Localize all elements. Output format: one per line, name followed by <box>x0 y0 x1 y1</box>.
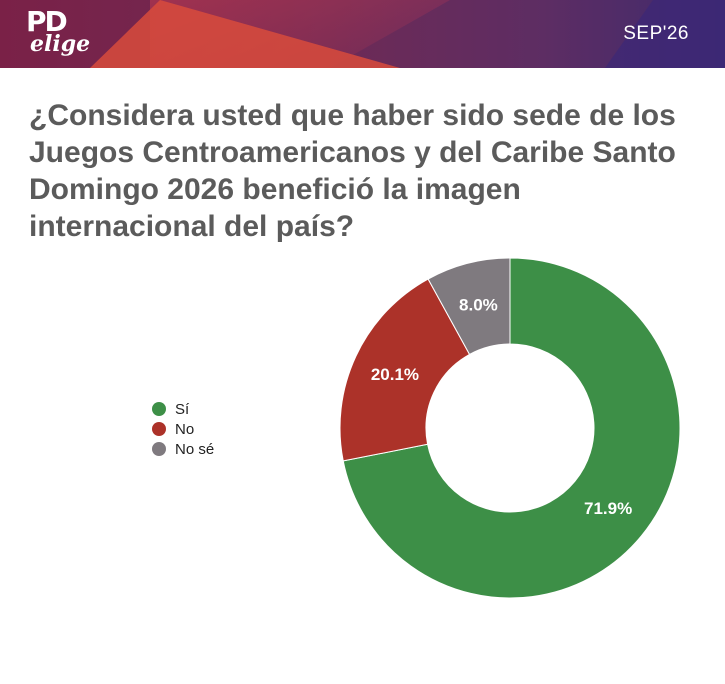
legend-item-2: No sé <box>152 439 214 459</box>
survey-question: ¿Considera usted que haber sido sede de … <box>29 99 676 243</box>
chart-legend: Sí No No sé <box>152 399 214 459</box>
donut-slice-0 <box>342 257 681 599</box>
legend-label-2: No sé <box>175 440 215 458</box>
logo-main-text: PD <box>26 5 68 38</box>
slice-label-1: 20.1% <box>371 365 419 384</box>
donut-chart: 71.9% 20.1% 8.0% <box>339 257 681 599</box>
logo-sub-text: elige <box>30 31 91 57</box>
legend-swatch-1 <box>152 422 166 436</box>
header-banner: PD elige SEP'26 <box>0 0 725 68</box>
slice-label-0: 71.9% <box>584 499 632 518</box>
donut-slice-2 <box>427 257 511 356</box>
donut-slice-1 <box>339 278 471 462</box>
legend-item-0: Sí <box>152 399 214 419</box>
legend-label-0: Sí <box>175 400 190 418</box>
legend-swatch-2 <box>152 442 166 456</box>
legend-label-1: No <box>175 420 195 438</box>
slice-label-2: 8.0% <box>459 295 498 314</box>
survey-date: SEP'26 <box>623 23 689 44</box>
pd-elige-logo: PD elige <box>26 8 90 62</box>
legend-swatch-0 <box>152 402 166 416</box>
header-decoration <box>90 0 400 68</box>
legend-item-1: No <box>152 419 214 439</box>
